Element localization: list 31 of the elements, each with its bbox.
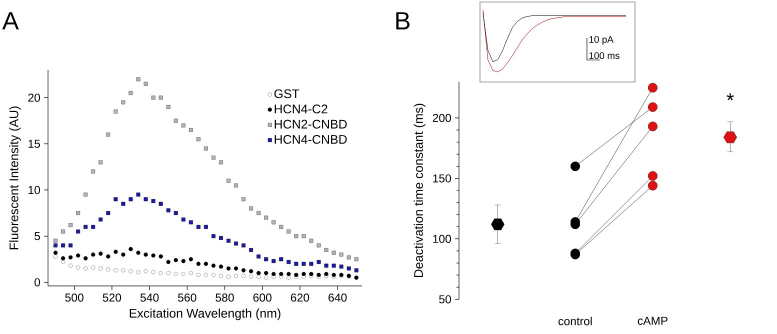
y-axis-title: Deactivation time constant (ms) [414, 104, 426, 277]
legend-label: HCN4-CNBD [274, 135, 347, 144]
x-tick-label: control [558, 316, 592, 326]
y-tick-label: 100 [433, 234, 452, 243]
y-tick-label: 50 [439, 295, 452, 304]
x-tick-label: 640 [328, 294, 347, 302]
x-tick-label: 600 [253, 294, 272, 302]
y-tick-label: 15 [28, 140, 40, 148]
y-tick-label: 10 [28, 186, 40, 194]
x-tick-label: 500 [65, 294, 84, 302]
y-tick-label: 150 [433, 174, 452, 182]
x-tick-label: 620 [290, 294, 310, 302]
chart-title: B [396, 12, 410, 30]
y-tick-label: 200 [432, 114, 452, 122]
y-tick-label: 20 [28, 94, 40, 102]
x-tick-label: 580 [216, 294, 234, 302]
annotation: * [726, 93, 734, 100]
annotation: 100 ms [589, 52, 620, 59]
x-tick-label: 560 [178, 294, 196, 302]
x-tick-label: 540 [140, 294, 159, 302]
legend-label: HCN4-C2 [274, 104, 328, 114]
y-tick-label: 5 [34, 232, 40, 240]
x-tick-label: 520 [102, 294, 122, 302]
legend-label: GST [274, 89, 300, 98]
chart-title: A [2, 12, 19, 30]
legend-label: HCN2-CNBD [274, 120, 347, 129]
y-axis-title: Fluorescent Intensity (AU) [9, 106, 21, 250]
annotation: 10 pA [589, 36, 614, 45]
y-tick-label: 0 [34, 278, 40, 286]
x-tick-label: cAMP [638, 316, 668, 325]
x-axis-title: Excitation Wavelength (nm) [130, 308, 280, 320]
